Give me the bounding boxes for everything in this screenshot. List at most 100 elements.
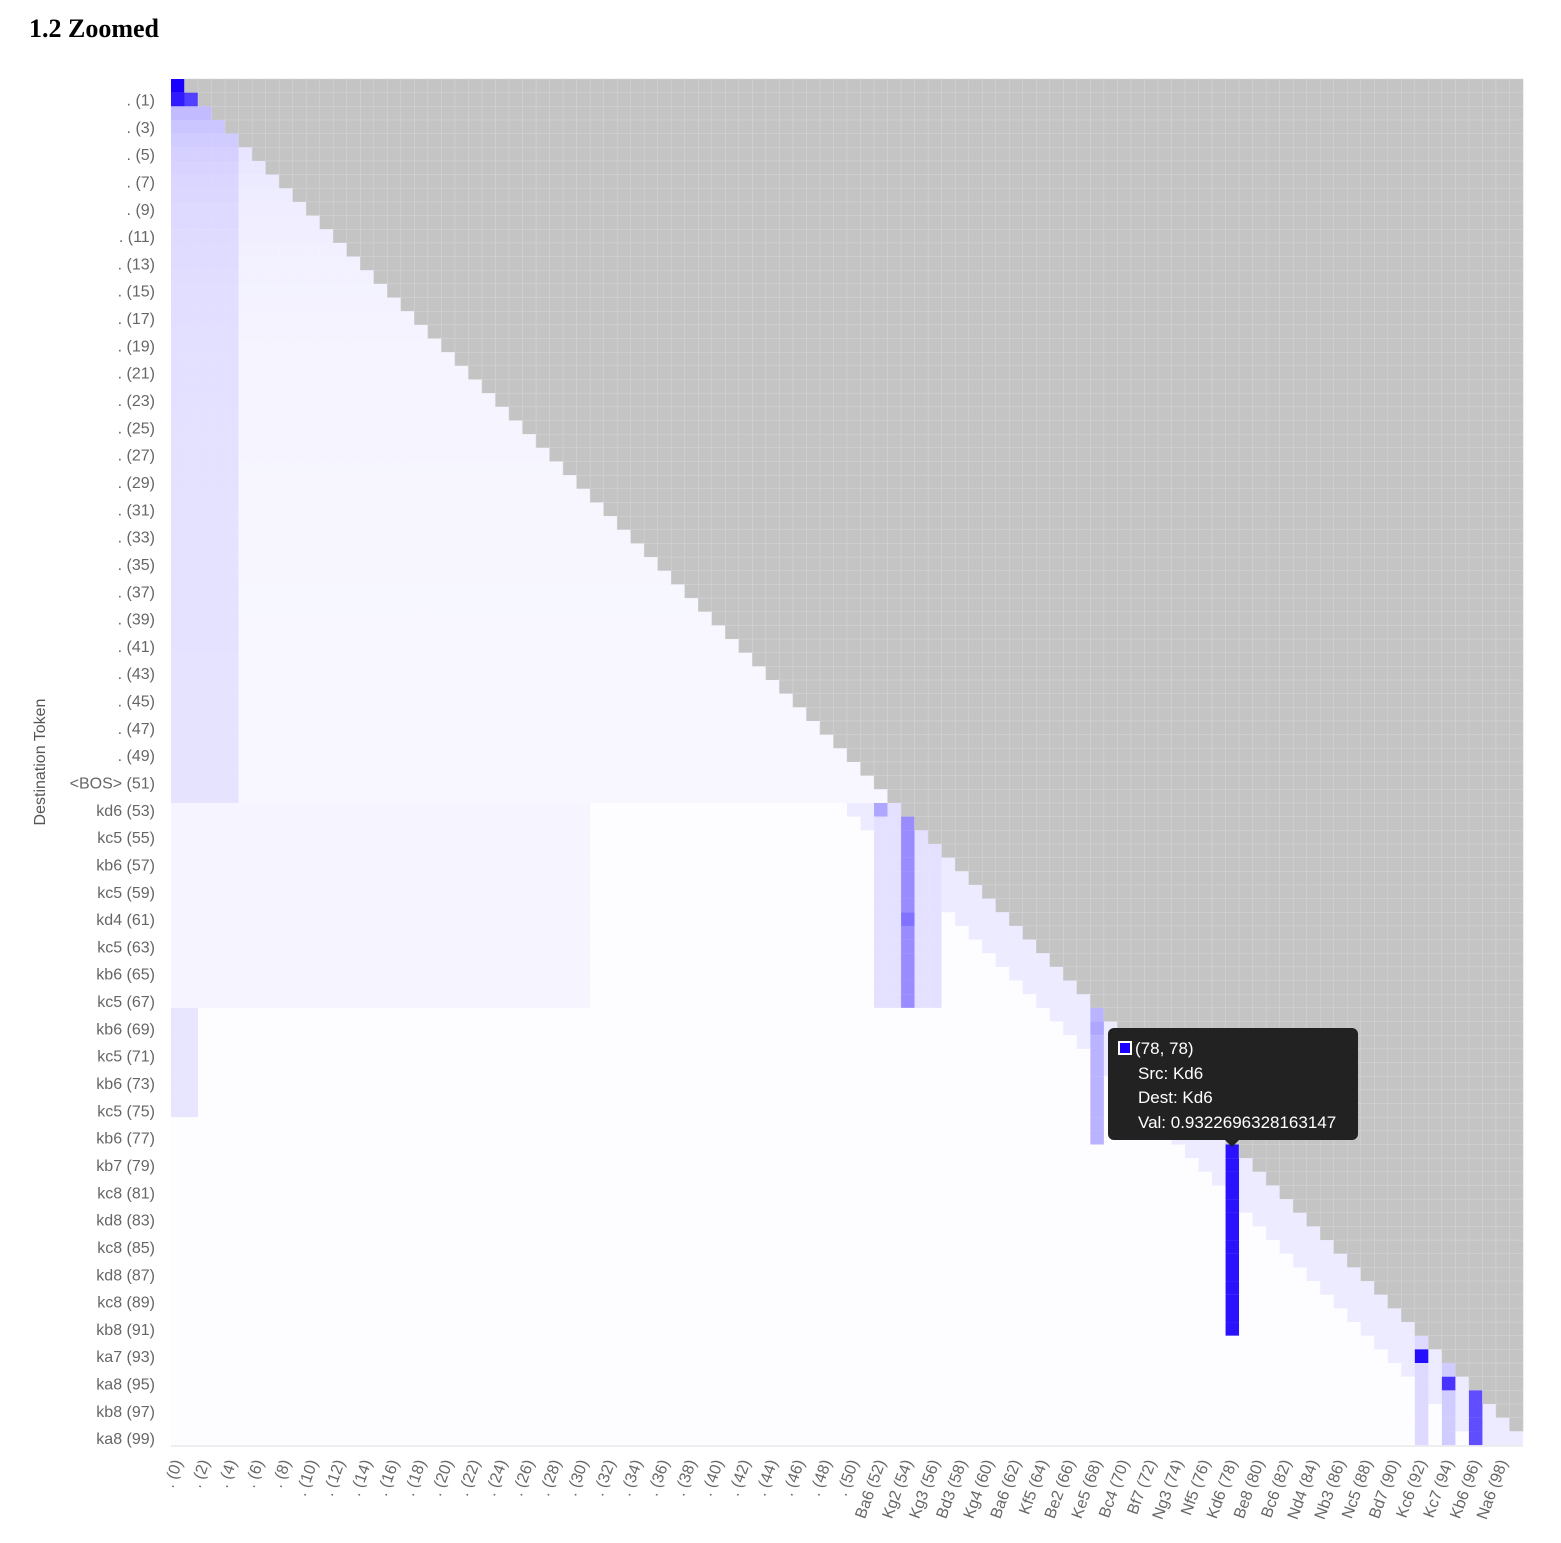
masked-cell[interactable] xyxy=(589,242,604,257)
masked-cell[interactable] xyxy=(860,147,875,162)
masked-cell[interactable] xyxy=(1387,693,1402,708)
masked-cell[interactable] xyxy=(738,229,753,244)
masked-cell[interactable] xyxy=(1225,106,1240,121)
masked-cell[interactable] xyxy=(1387,215,1402,230)
heatmap-cell[interactable] xyxy=(630,584,645,599)
masked-cell[interactable] xyxy=(1049,201,1064,216)
heatmap-cell[interactable] xyxy=(400,557,415,571)
heatmap-cell[interactable] xyxy=(360,721,374,735)
masked-cell[interactable] xyxy=(1063,174,1078,189)
heatmap-cell[interactable] xyxy=(711,734,726,749)
masked-cell[interactable] xyxy=(873,556,888,572)
masked-cell[interactable] xyxy=(914,638,929,654)
heatmap-cell[interactable] xyxy=(333,693,347,708)
masked-cell[interactable] xyxy=(1292,502,1308,517)
masked-cell[interactable] xyxy=(576,379,591,394)
heatmap-cell[interactable] xyxy=(495,693,510,708)
heatmap-cell[interactable] xyxy=(441,748,456,763)
masked-cell[interactable] xyxy=(1076,297,1091,312)
masked-cell[interactable] xyxy=(954,338,970,353)
masked-cell[interactable] xyxy=(1117,351,1132,367)
masked-cell[interactable] xyxy=(792,338,807,353)
masked-cell[interactable] xyxy=(914,474,929,490)
masked-cell[interactable] xyxy=(1008,379,1024,394)
masked-cell[interactable] xyxy=(1252,748,1267,763)
heatmap-cell[interactable] xyxy=(617,529,631,544)
heatmap-cell[interactable] xyxy=(198,297,212,312)
masked-cell[interactable] xyxy=(1319,379,1335,394)
heatmap-cell[interactable] xyxy=(252,447,266,462)
masked-cell[interactable] xyxy=(1103,461,1118,476)
masked-cell[interactable] xyxy=(603,242,618,257)
masked-cell[interactable] xyxy=(1076,92,1091,107)
masked-cell[interactable] xyxy=(387,119,402,134)
masked-cell[interactable] xyxy=(427,160,442,175)
masked-cell[interactable] xyxy=(657,515,672,531)
masked-cell[interactable] xyxy=(1117,215,1132,230)
heatmap-cell[interactable] xyxy=(252,352,266,366)
masked-cell[interactable] xyxy=(1441,365,1456,380)
masked-cell[interactable] xyxy=(1360,474,1375,490)
masked-cell[interactable] xyxy=(1063,119,1078,134)
masked-cell[interactable] xyxy=(1319,570,1335,585)
masked-cell[interactable] xyxy=(1036,106,1051,121)
heatmap-cell[interactable] xyxy=(333,543,347,558)
masked-cell[interactable] xyxy=(1509,720,1524,736)
masked-cell[interactable] xyxy=(1319,215,1335,230)
masked-cell[interactable] xyxy=(779,529,794,544)
masked-cell[interactable] xyxy=(1238,474,1253,490)
heatmap-cell[interactable] xyxy=(265,611,280,626)
masked-cell[interactable] xyxy=(1306,297,1321,312)
heatmap-cell[interactable] xyxy=(252,393,266,407)
masked-cell[interactable] xyxy=(1265,529,1280,544)
masked-cell[interactable] xyxy=(508,338,523,353)
masked-cell[interactable] xyxy=(887,748,902,763)
masked-cell[interactable] xyxy=(1157,625,1172,640)
heatmap-cell[interactable] xyxy=(319,625,334,640)
masked-cell[interactable] xyxy=(1360,420,1375,435)
masked-cell[interactable] xyxy=(954,515,970,531)
masked-cell[interactable] xyxy=(535,215,550,230)
masked-cell[interactable] xyxy=(1198,269,1213,285)
masked-cell[interactable] xyxy=(670,556,686,572)
heatmap-cell[interactable] xyxy=(211,611,226,626)
heatmap-cell[interactable] xyxy=(333,311,347,325)
masked-cell[interactable] xyxy=(670,543,686,558)
masked-cell[interactable] xyxy=(1117,283,1132,298)
masked-cell[interactable] xyxy=(1428,707,1443,722)
heatmap-cell[interactable] xyxy=(373,352,388,366)
masked-cell[interactable] xyxy=(1387,229,1402,244)
masked-cell[interactable] xyxy=(752,297,767,312)
masked-cell[interactable] xyxy=(981,529,997,544)
masked-cell[interactable] xyxy=(1063,543,1078,558)
heatmap-cell[interactable] xyxy=(225,242,239,257)
heatmap-cell[interactable] xyxy=(252,543,266,558)
masked-cell[interactable] xyxy=(305,106,321,121)
heatmap-cell[interactable] xyxy=(198,119,212,134)
masked-cell[interactable] xyxy=(278,160,294,175)
masked-cell[interactable] xyxy=(927,502,942,517)
masked-cell[interactable] xyxy=(887,406,902,421)
masked-cell[interactable] xyxy=(1455,420,1470,435)
heatmap-cell[interactable] xyxy=(211,406,226,421)
masked-cell[interactable] xyxy=(1130,160,1145,175)
masked-cell[interactable] xyxy=(954,420,970,435)
masked-cell[interactable] xyxy=(630,447,645,462)
masked-cell[interactable] xyxy=(1144,543,1159,558)
heatmap-cell[interactable] xyxy=(211,707,226,722)
masked-cell[interactable] xyxy=(576,474,591,490)
masked-cell[interactable] xyxy=(1198,625,1213,640)
masked-cell[interactable] xyxy=(522,324,537,339)
masked-cell[interactable] xyxy=(1468,174,1483,189)
masked-cell[interactable] xyxy=(860,379,875,394)
masked-cell[interactable] xyxy=(576,92,591,107)
masked-cell[interactable] xyxy=(535,297,550,312)
masked-cell[interactable] xyxy=(887,720,902,736)
heatmap-cell[interactable] xyxy=(590,611,604,626)
masked-cell[interactable] xyxy=(779,297,794,312)
masked-cell[interactable] xyxy=(454,174,469,189)
masked-cell[interactable] xyxy=(360,215,375,230)
masked-cell[interactable] xyxy=(603,365,618,380)
masked-cell[interactable] xyxy=(1401,215,1416,230)
masked-cell[interactable] xyxy=(833,597,848,613)
